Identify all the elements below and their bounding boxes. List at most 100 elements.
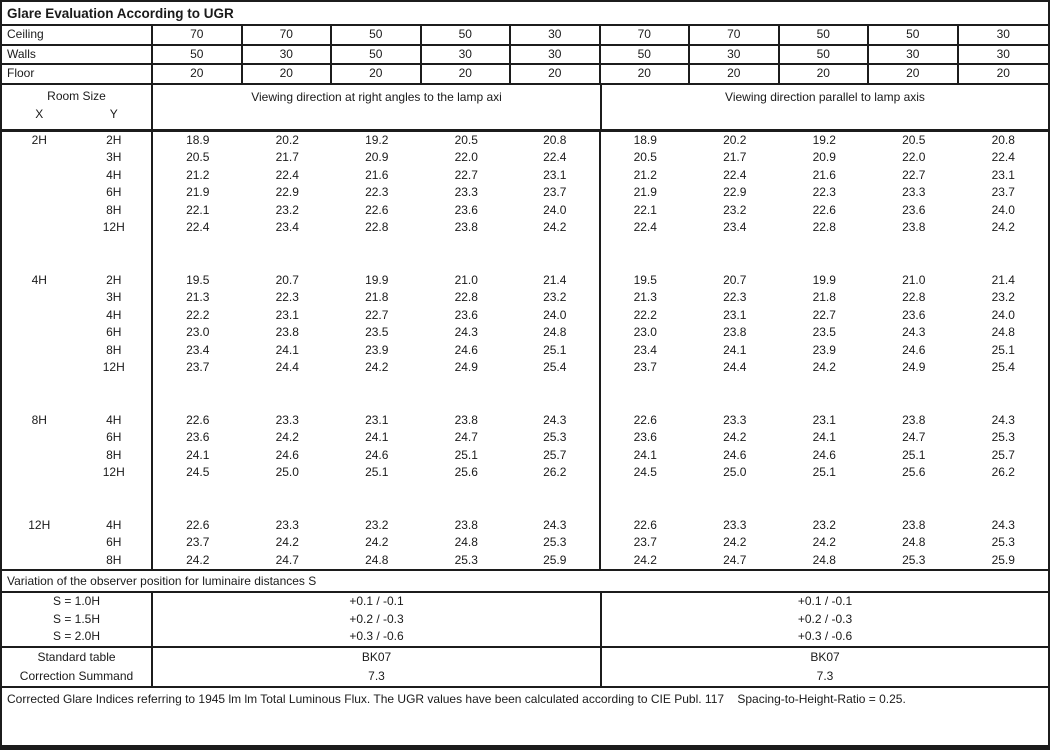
y-column-header: Y — [109, 106, 118, 121]
reflectance-cell: 50 — [332, 26, 422, 44]
ugr-value-cell: 23.7 — [991, 185, 1015, 199]
ugr-value-cell: 22.4 — [275, 167, 299, 182]
ugr-value-cell: 23.1 — [275, 307, 299, 322]
ugr-value-cell: 22.3 — [723, 290, 747, 304]
ugr-value-cell: 19.5 — [633, 272, 657, 287]
ugr-value-cell: 23.7 — [633, 535, 657, 549]
reflectance-cell: 20 — [780, 65, 869, 83]
ugr-value-cell: 24.3 — [454, 325, 478, 339]
ugr-value-cell: 23.4 — [186, 342, 210, 357]
ugr-value-cell: 24.2 — [723, 430, 747, 444]
ugr-value-cell: 23.7 — [633, 360, 657, 374]
room-y-label: 12H — [102, 360, 125, 374]
ugr-value-cell: 24.6 — [812, 447, 836, 462]
ugr-value-cell — [511, 236, 601, 272]
ugr-value-cell: 24.1 — [365, 430, 389, 444]
reflectance-cell: 70 — [243, 26, 332, 44]
ugr-value-cell: 23.3 — [723, 412, 747, 427]
ugr-row: 6H 23.7 24.2 24.2 24.8 25.3 23.7 24.2 24.2 24.8 25… — [2, 534, 1048, 552]
ugr-value-cell: 24.6 — [723, 447, 747, 462]
ugr-value-cell: 25.1 — [365, 465, 389, 479]
room-y-label: 4H — [106, 307, 122, 322]
room-y-label: 8H — [106, 447, 122, 462]
room-size-cell: 4H — [2, 306, 153, 324]
ugr-value-cell — [690, 377, 780, 412]
ugr-value-cell: 18.9 — [633, 132, 657, 147]
room-x-label — [2, 202, 77, 220]
ugr-value-cell: 23.8 — [454, 517, 478, 532]
room-x-label — [2, 237, 77, 272]
ugr-value-cell: 23.3 — [723, 517, 747, 532]
ugr-value-cell: 25.6 — [902, 465, 926, 479]
room-size-cell: 12H — [2, 219, 153, 237]
ugr-value-cell: 24.0 — [511, 201, 601, 219]
ugr-value-cell: 23.6 — [902, 202, 926, 217]
ugr-value-cell: 22.8 — [902, 290, 926, 304]
room-x-label: 4H — [31, 272, 47, 287]
room-size-cell — [2, 236, 153, 272]
ugr-value-cell: 23.2 — [365, 517, 389, 532]
ugr-value-cell: 25.0 — [275, 465, 299, 479]
ugr-value-cell — [601, 237, 691, 272]
reflectance-cell: 30 — [511, 26, 601, 44]
ugr-value-cell: 24.1 — [812, 430, 836, 444]
ugr-value-cell: 26.2 — [511, 464, 601, 482]
ugr-value-cell: 24.1 — [723, 342, 747, 357]
room-y-label: 8H — [106, 552, 122, 567]
ugr-value-cell: 23.3 — [902, 185, 926, 199]
ugr-value-cell: 24.8 — [511, 324, 601, 342]
room-x-label — [2, 464, 77, 482]
ugr-value-cell: 25.3 — [991, 430, 1015, 444]
ugr-row: 8H 23.4 24.1 23.9 24.6 25.1 23.4 24.1 23.9 24.6 25… — [2, 341, 1048, 359]
ugr-row: 12H 22.4 23.4 22.8 23.8 24.2 22.4 23.4 22.8 23.8 2… — [2, 219, 1048, 237]
ugr-value-cell — [422, 482, 512, 517]
room-size-cell: 12H — [2, 359, 153, 377]
ugr-value-cell: 20.5 — [633, 150, 657, 164]
footer-note: Corrected Glare Indices referring to 194… — [7, 691, 906, 706]
room-size-cell — [2, 376, 153, 412]
ugr-value-cell: 19.2 — [812, 132, 836, 147]
ugr-value-cell — [332, 482, 422, 517]
room-x-label — [2, 359, 77, 377]
reflectance-cell: 20 — [332, 65, 422, 83]
ugr-value-cell: 25.1 — [991, 342, 1015, 357]
room-y-label: 6H — [106, 185, 122, 199]
ugr-value-cell: 23.3 — [275, 412, 299, 427]
ugr-value-cell: 22.3 — [275, 290, 299, 304]
ugr-value-cell: 21.0 — [454, 272, 478, 287]
ugr-value-cell: 19.2 — [365, 132, 389, 147]
ugr-value-cell — [601, 377, 691, 412]
ugr-value-cell: 19.5 — [186, 272, 210, 287]
room-size-cell: 8H — [2, 551, 153, 569]
ugr-value-cell: 25.3 — [991, 535, 1015, 549]
ugr-value-cell: 23.2 — [991, 290, 1015, 304]
ugr-row: 6H 23.0 23.8 23.5 24.3 24.8 23.0 23.8 23.5 24.3 24… — [2, 324, 1048, 342]
ugr-data-area: 2H 2H 18.9 20.2 19.2 20.5 20.8 18.9 20.2 19.2 20.5… — [2, 131, 1048, 571]
ugr-value-cell: 20.5 — [186, 150, 210, 164]
ugr-value-cell: 20.9 — [812, 150, 836, 164]
ugr-value-cell: 24.7 — [902, 430, 926, 444]
ugr-value-cell: 22.1 — [633, 202, 657, 217]
ugr-value-cell: 21.4 — [991, 272, 1015, 287]
reflectance-cell: 50 — [601, 45, 690, 63]
ugr-row: 3H 20.5 21.7 20.9 22.0 22.4 20.5 21.7 20.9 22.0 22… — [2, 149, 1048, 167]
ugr-value-cell: 22.7 — [365, 307, 389, 322]
ugr-value-cell: 24.4 — [723, 360, 747, 374]
ugr-value-cell: 23.6 — [454, 307, 478, 322]
ugr-value-cell: 24.5 — [633, 465, 657, 479]
ugr-value-cell: 20.7 — [275, 272, 299, 287]
ugr-value-cell: 24.2 — [275, 430, 299, 444]
room-size-cell: 4H 2H — [2, 271, 153, 289]
ugr-value-cell: 24.7 — [275, 552, 299, 567]
left-half-header: Viewing direction at right angles to the… — [153, 84, 602, 129]
room-x-label — [2, 447, 77, 465]
variation-section-label: Variation of the observer position for l… — [2, 571, 1048, 593]
room-y-label: 12H — [102, 465, 125, 479]
ugr-value-cell — [780, 377, 870, 412]
ugr-value-cell: 22.9 — [275, 185, 299, 199]
room-x-label — [2, 324, 77, 342]
room-size-header: Room Size X Y — [2, 84, 153, 129]
ugr-value-cell: 22.9 — [723, 185, 747, 199]
ugr-value-cell: 21.2 — [633, 167, 657, 182]
ugr-value-cell: 25.3 — [902, 552, 926, 567]
